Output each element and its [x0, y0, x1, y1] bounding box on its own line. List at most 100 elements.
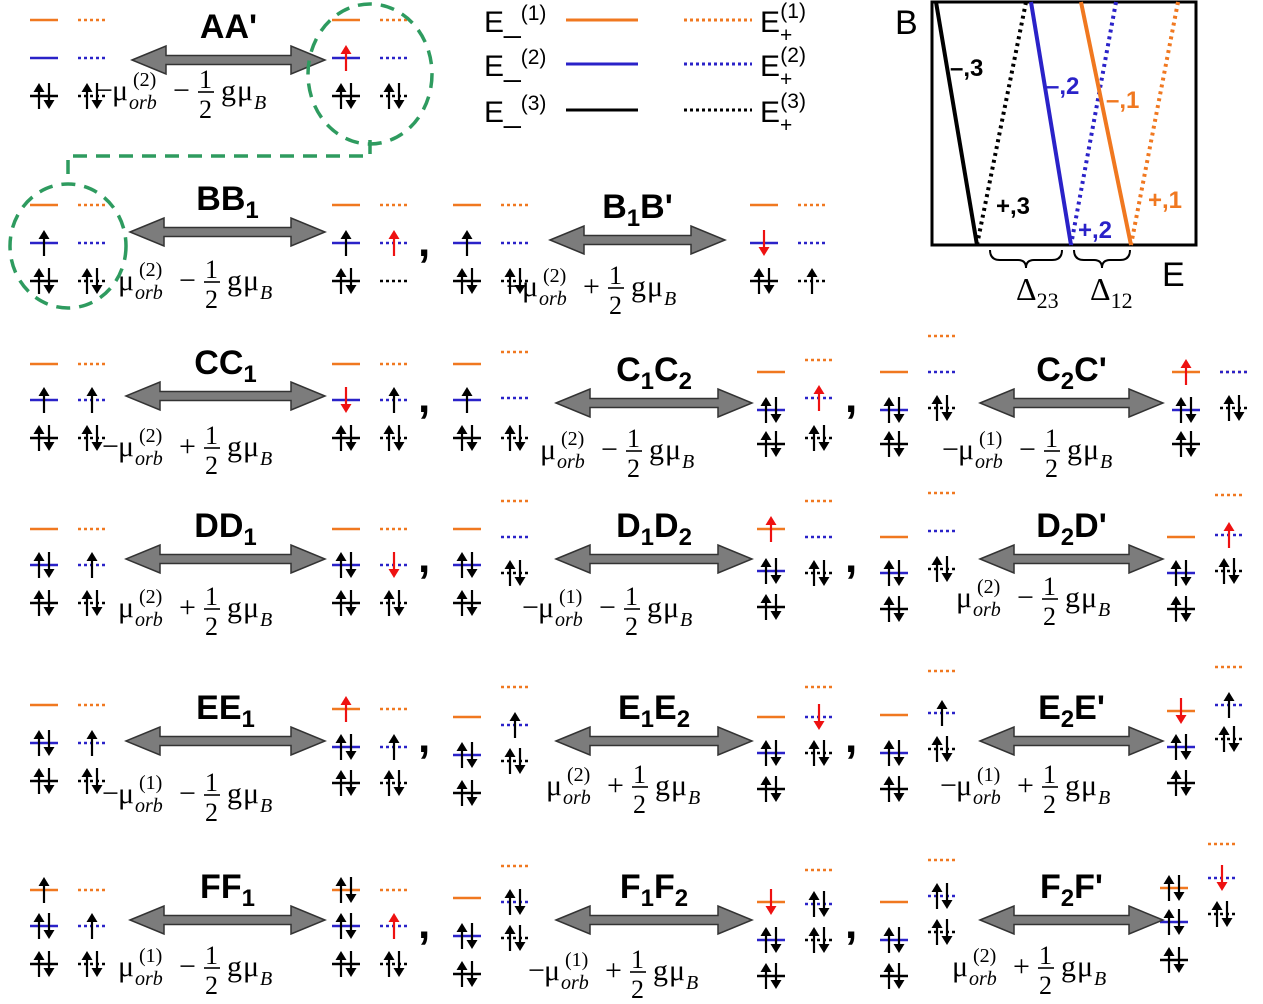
highlight-connector [66, 140, 372, 184]
transition-double-arrow-icon [554, 904, 754, 936]
spin-down-arrow-icon [818, 757, 830, 766]
label-part: D [616, 507, 641, 545]
legend-label: E_(1) [484, 2, 546, 39]
label-subscript: 1 [641, 524, 654, 551]
label-subscript: 2 [1061, 885, 1074, 912]
spin-down-arrow-icon [345, 607, 357, 616]
legend-item: E_(3) [484, 92, 638, 129]
formula-orb-subscript: orb [975, 451, 1003, 473]
transition-double-arrow-icon [554, 725, 754, 757]
formula-minus: − [942, 433, 959, 466]
legend-symbol: E_ [484, 50, 522, 83]
formula-half-denominator: 2 [1043, 602, 1056, 631]
spin-up-arrow-icon [931, 395, 943, 404]
spin-up-arrow-icon [335, 83, 347, 92]
inset-brace [989, 249, 1063, 269]
formula-mu-B: μ [243, 950, 259, 983]
formula-half-denominator: 2 [205, 451, 218, 480]
spin-up-arrow-icon [383, 425, 395, 434]
inset-band-label: –,2 [1046, 73, 1079, 100]
spin-down-arrow-icon [818, 442, 830, 451]
spin-down-arrow-icon [393, 968, 405, 977]
formula-half-denominator: 2 [1043, 790, 1056, 819]
transition-formula: − μ orb(1) −12g μ B [942, 424, 1112, 483]
spin-up-arrow-icon [33, 951, 45, 960]
spin-down-arrow-icon [91, 100, 103, 109]
label-subscript: 1 [641, 368, 654, 395]
label-part: B [602, 188, 627, 226]
spin-up-arrow-icon [86, 913, 98, 922]
label-part: F [654, 868, 675, 906]
spin-up-arrow-icon [456, 742, 468, 751]
spin-up-arrow-icon [504, 925, 516, 934]
spin-up-arrow-icon [1223, 522, 1235, 531]
formula-B-subscript: B [686, 972, 698, 994]
formula-half-numerator: 1 [633, 760, 646, 789]
formula-mu: μ [522, 270, 538, 303]
spin-up-arrow-icon [456, 590, 468, 599]
formula-mu-B: μ [243, 777, 259, 810]
comma-separator: , [418, 373, 430, 422]
formula-operator: − [179, 777, 196, 810]
formula-mu-B: μ [1077, 950, 1093, 983]
spin-down-arrow-icon [91, 968, 103, 977]
label-part: DD [194, 507, 243, 545]
spin-up-arrow-icon [883, 596, 895, 605]
formula-orb-subscript: orb [135, 448, 163, 470]
formula-orb-subscript: orb [135, 968, 163, 990]
transition-double-arrow-icon [130, 44, 327, 76]
formula-half-denominator: 2 [205, 971, 218, 1000]
formula-half-denominator: 2 [205, 798, 218, 827]
spin-down-arrow-icon [345, 569, 357, 578]
spin-up-arrow-icon [81, 268, 93, 277]
spin-up-arrow-icon [883, 776, 895, 785]
transition-double-arrow-icon [978, 725, 1165, 757]
level-diagram [1167, 493, 1243, 622]
spin-up-arrow-icon [456, 425, 468, 434]
formula-orb-subscript: orb [973, 787, 1001, 809]
legend-symbol: E [760, 6, 780, 39]
spin-up-arrow-icon [1170, 734, 1182, 743]
label-part: D' [1074, 507, 1107, 545]
formula-g: g [227, 777, 242, 810]
spin-down-arrow-icon [1180, 787, 1192, 796]
legend-symbol: E [760, 96, 780, 129]
level-diagram [1172, 359, 1248, 457]
label-part: C' [1074, 351, 1107, 389]
spin-up-arrow-icon [340, 230, 352, 239]
formula-g: g [221, 74, 236, 107]
spin-down-arrow-icon [1173, 926, 1185, 935]
spin-up-arrow-icon [86, 387, 98, 396]
delta-subscript: 23 [1037, 288, 1059, 313]
spin-down-arrow-icon [388, 569, 400, 578]
spin-up-arrow-icon [81, 768, 93, 777]
spin-up-arrow-icon [38, 230, 50, 239]
spin-up-arrow-icon [765, 516, 777, 525]
formula-B-subscript: B [1098, 787, 1110, 809]
transition-double-arrow-icon [554, 543, 754, 575]
formula-orb-subscript: orb [563, 787, 591, 809]
transition-formula: μ orb(2) +12g μ B [118, 582, 272, 641]
label-subscript: 1 [641, 706, 654, 733]
formula-superscript: (2) [567, 764, 590, 786]
label-part: E [618, 689, 641, 727]
level-diagram [1167, 665, 1243, 796]
label-part: C [654, 351, 679, 389]
formula-half-denominator: 2 [205, 285, 218, 314]
highlight-circle-A-prime [306, 2, 434, 146]
formula-orb-subscript: orb [129, 92, 157, 114]
spin-up-arrow-icon [86, 730, 98, 739]
formula-half-numerator: 1 [205, 768, 218, 797]
formula-half-denominator: 2 [199, 95, 212, 124]
formula-superscript: (1) [139, 772, 162, 794]
spin-up-arrow-icon [335, 913, 347, 922]
comma-separator: , [418, 713, 430, 762]
formula-mu: μ [118, 777, 134, 810]
formula-mu: μ [958, 433, 974, 466]
transition-formula: − μ orb(2) −12g μ B [96, 65, 266, 124]
label-part: C [616, 351, 641, 389]
inset-band-label: +,2 [1078, 217, 1112, 244]
label-part: BB [196, 180, 245, 218]
legend-subscript: + [780, 24, 792, 47]
inset-band-label: +,3 [996, 193, 1030, 220]
